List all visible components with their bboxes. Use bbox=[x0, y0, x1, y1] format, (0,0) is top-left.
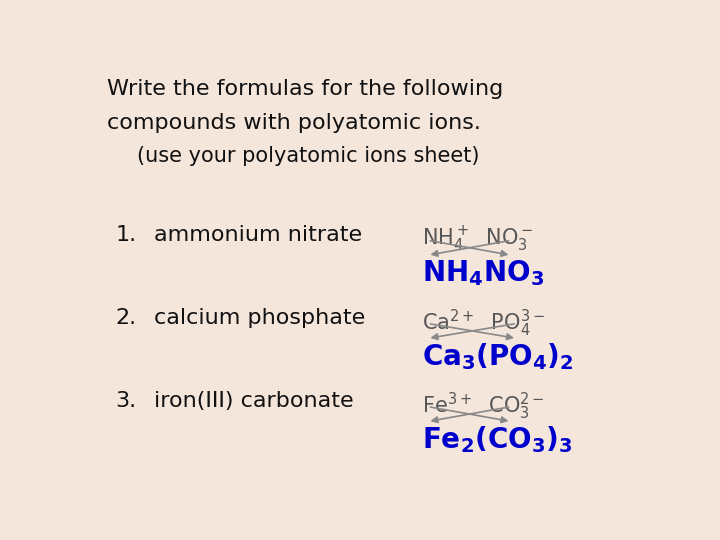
Text: $\mathbf{NH_4NO_3}$: $\mathbf{NH_4NO_3}$ bbox=[422, 258, 544, 288]
Text: ammonium nitrate: ammonium nitrate bbox=[154, 225, 362, 245]
Text: Write the formulas for the following: Write the formulas for the following bbox=[107, 79, 503, 99]
Text: $\mathsf{Ca^{2+}\ \ PO_4^{3-}}$: $\mathsf{Ca^{2+}\ \ PO_4^{3-}}$ bbox=[422, 308, 545, 339]
Text: iron(III) carbonate: iron(III) carbonate bbox=[154, 391, 354, 411]
Text: $\mathbf{Fe_2(CO_3)_3}$: $\mathbf{Fe_2(CO_3)_3}$ bbox=[422, 424, 572, 455]
Text: $\mathbf{Ca_3(PO_4)_2}$: $\mathbf{Ca_3(PO_4)_2}$ bbox=[422, 341, 574, 372]
Text: $\mathsf{Fe^{3+}\ \ CO_3^{2-}}$: $\mathsf{Fe^{3+}\ \ CO_3^{2-}}$ bbox=[422, 391, 544, 422]
Text: 2.: 2. bbox=[115, 308, 136, 328]
Text: $\mathsf{NH_4^+\ \ NO_3^-}$: $\mathsf{NH_4^+\ \ NO_3^-}$ bbox=[422, 225, 534, 254]
Text: compounds with polyatomic ions.: compounds with polyatomic ions. bbox=[107, 113, 481, 133]
Text: calcium phosphate: calcium phosphate bbox=[154, 308, 366, 328]
Text: (use your polyatomic ions sheet): (use your polyatomic ions sheet) bbox=[138, 146, 480, 166]
Text: 3.: 3. bbox=[115, 391, 136, 411]
Text: 1.: 1. bbox=[115, 225, 136, 245]
